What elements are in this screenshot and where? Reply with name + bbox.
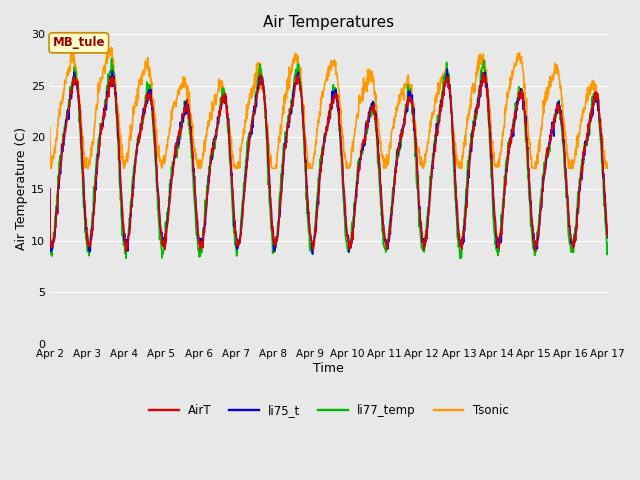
li77_temp (305, 228, 312, 233)
Tsonic (284, 77, 291, 83)
AirT (46, 186, 54, 192)
Tsonic (46, 166, 54, 171)
li75_t (364, 124, 371, 130)
Tsonic (90, 142, 97, 147)
li75_t (89, 217, 97, 223)
Line: AirT: AirT (50, 72, 608, 252)
Text: MB_tule: MB_tule (52, 36, 105, 49)
Legend: AirT, li75_t, li77_temp, Tsonic: AirT, li75_t, li77_temp, Tsonic (145, 399, 513, 422)
Tsonic (364, 78, 372, 84)
Y-axis label: Air Temperature (C): Air Temperature (C) (15, 127, 28, 251)
Line: Tsonic: Tsonic (50, 48, 608, 168)
li77_temp (604, 240, 612, 246)
li75_t (294, 72, 302, 78)
Tsonic (46, 124, 54, 130)
Title: Air Temperatures: Air Temperatures (263, 15, 394, 30)
li77_temp (112, 110, 120, 116)
li77_temp (46, 191, 54, 197)
Tsonic (108, 45, 115, 50)
AirT (305, 211, 312, 216)
li75_t (112, 89, 120, 95)
X-axis label: Time: Time (314, 361, 344, 374)
AirT (112, 93, 120, 98)
li77_temp (283, 126, 291, 132)
Tsonic (305, 165, 313, 170)
AirT (122, 249, 130, 254)
li75_t (46, 186, 54, 192)
AirT (479, 70, 487, 75)
li77_temp (108, 56, 115, 61)
Line: li75_t: li75_t (50, 70, 608, 254)
li75_t (604, 235, 612, 240)
li77_temp (364, 127, 371, 132)
Line: li77_temp: li77_temp (50, 59, 608, 259)
li77_temp (89, 213, 97, 219)
li75_t (283, 140, 291, 146)
AirT (364, 125, 371, 131)
li77_temp (294, 61, 302, 67)
Tsonic (113, 92, 120, 97)
AirT (604, 233, 612, 239)
li75_t (304, 209, 312, 215)
li77_temp (456, 256, 464, 262)
Tsonic (604, 166, 612, 171)
AirT (89, 220, 97, 226)
Tsonic (295, 69, 303, 74)
li75_t (444, 67, 451, 72)
AirT (283, 133, 291, 139)
li75_t (308, 251, 316, 257)
AirT (294, 77, 302, 83)
